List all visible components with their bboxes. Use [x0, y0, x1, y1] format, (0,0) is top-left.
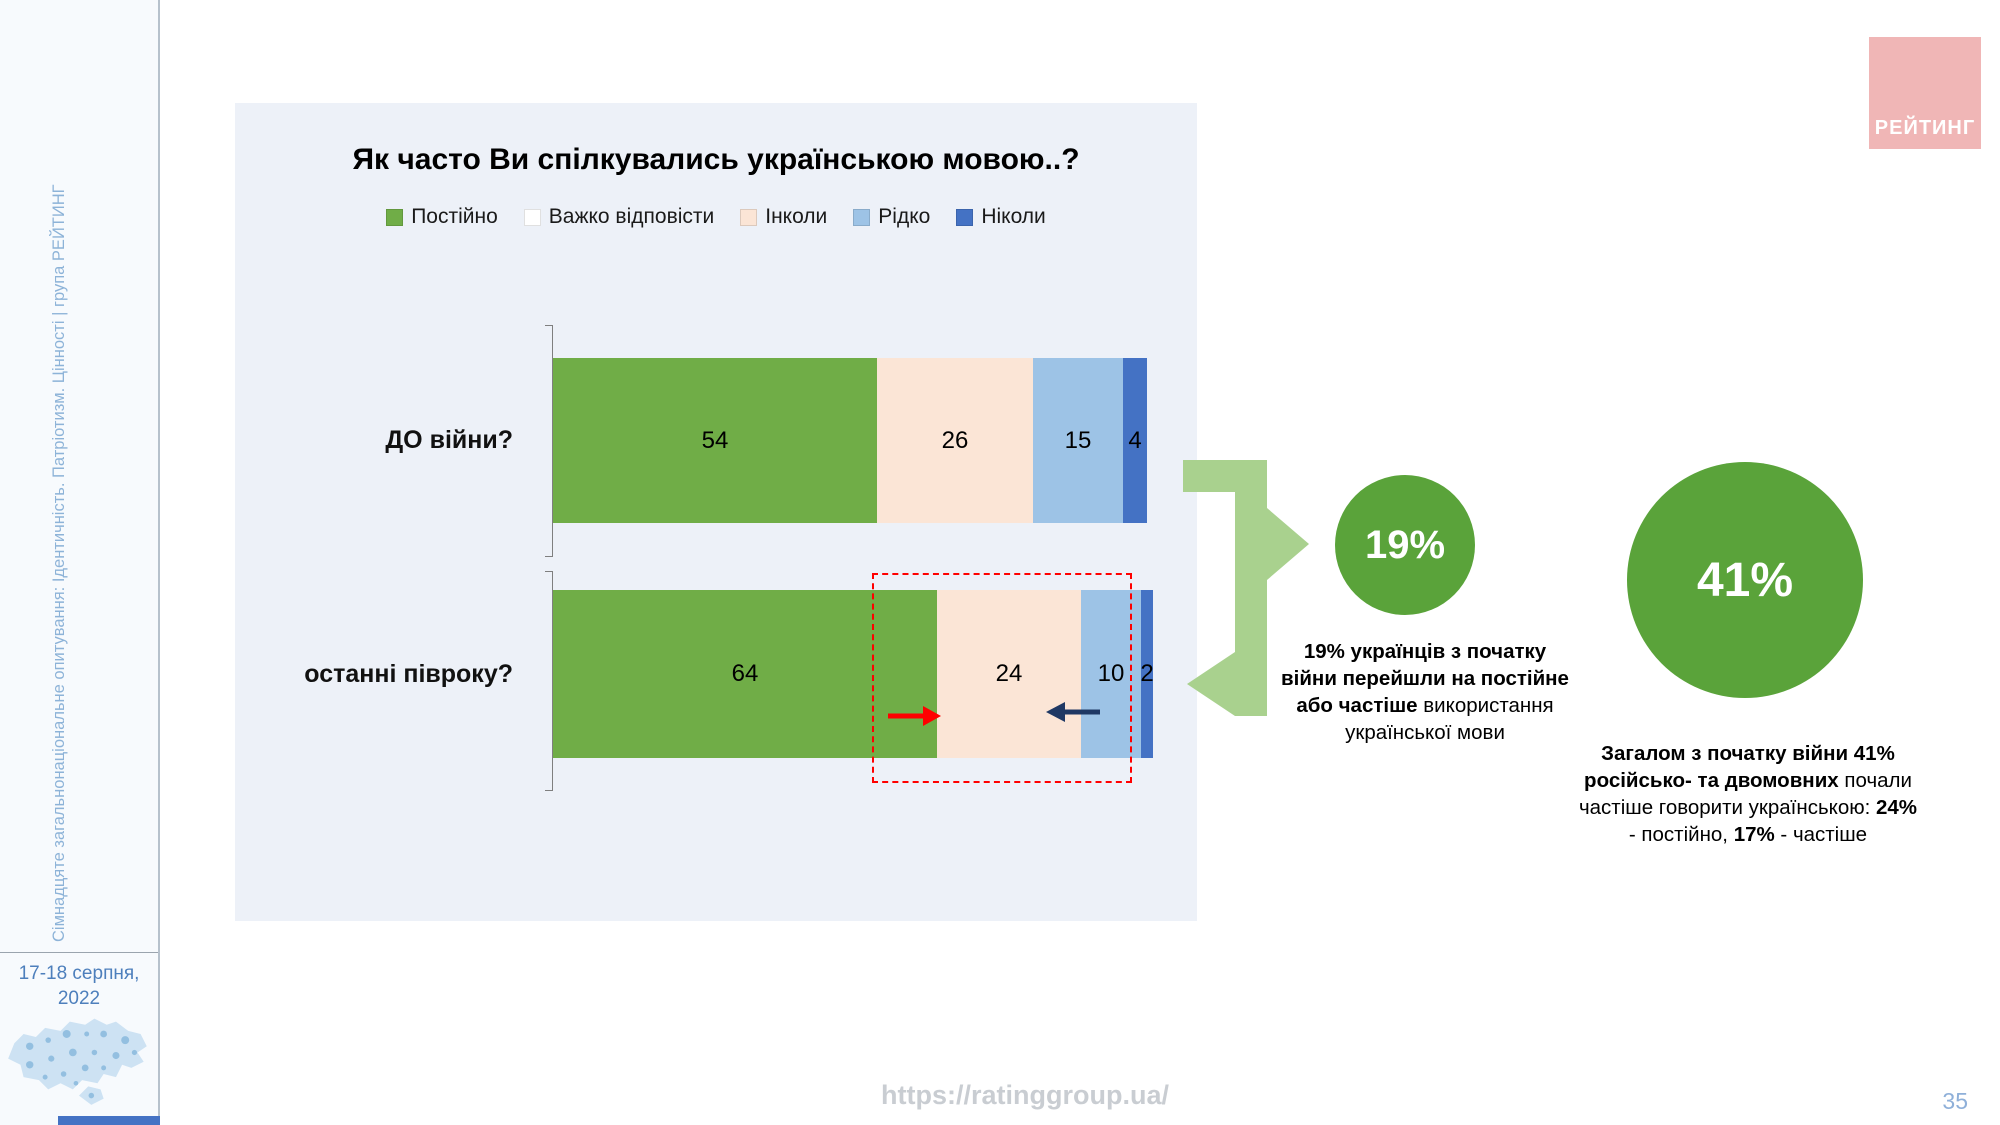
page-number: 35 [1942, 1088, 1968, 1114]
bar-segment-value: 24 [995, 660, 1023, 687]
rating-group-logo: РЕЙТИНГ [1869, 37, 1981, 149]
callout-19-text: 19% українців з початку війни перейшли н… [1278, 638, 1572, 746]
sidebar-bottom-strip [58, 1116, 160, 1125]
rating-group-logo-text: РЕЙТИНГ [1874, 117, 1976, 139]
legend-item: Ніколи [956, 205, 1046, 229]
flow-arrow-icon [1183, 460, 1309, 716]
axis-bracket [545, 571, 553, 791]
callout-41-normal3: - частіше [1774, 823, 1868, 847]
bar-segment-value: 4 [1128, 426, 1142, 454]
bar: 64 24 10 2 [553, 590, 1154, 758]
legend-label: Важко відповісти [548, 205, 715, 228]
survey-date: 17-18 серпня, 2022 [0, 962, 158, 1011]
bar-segment-value: 54 [701, 426, 729, 454]
stat-circle-41-value: 41% [1696, 553, 1794, 607]
navy-arrow-icon [1046, 702, 1100, 722]
callout-41-normal: почали частіше говорити українською: [1578, 769, 1912, 820]
legend-swatch-icon [956, 208, 974, 226]
legend-item: Важко відповісти [523, 205, 715, 229]
survey-date-line1: 17-18 серпня, [18, 963, 140, 984]
legend-label: Рідко [878, 205, 931, 228]
chart-panel: Як часто Ви спілкувались українською мов… [235, 103, 1197, 921]
footer-url-link[interactable]: https://ratinggroup.ua/ [881, 1080, 1169, 1110]
bar-segment-value: 10 [1097, 660, 1125, 687]
callout-19-bold: 19% українців з початку війни перейшли н… [1281, 640, 1569, 718]
legend-label: Постійно [411, 205, 498, 228]
bar-row-last-half-year: останні півроку? 64 24 10 2 [235, 590, 1197, 758]
callout-19-normal: використання української мови [1345, 694, 1554, 745]
bar-segment-value: 26 [941, 426, 969, 454]
sidebar-divider [0, 952, 158, 953]
legend-item: Постійно [386, 205, 498, 229]
bar: 54 26 15 4 [553, 358, 1147, 523]
bar-row-before-war: ДО війни? 54 26 15 4 [235, 358, 1197, 523]
legend-swatch-icon [386, 208, 404, 226]
chart-title: Як часто Ви спілкувались українською мов… [352, 143, 1080, 176]
category-label: ДО війни? [385, 426, 513, 454]
legend-item: Рідко [853, 205, 930, 229]
callout-41-normal2: - постійно, [1628, 823, 1734, 847]
callout-41-text: Загалом з початку війни 41% російсько- т… [1576, 740, 1920, 848]
bar-segment-value: 64 [731, 660, 759, 687]
survey-date-line2: 2022 [57, 987, 101, 1009]
stat-circle-19-value: 19% [1364, 522, 1446, 567]
bar-segment: 26 [877, 358, 1033, 523]
sidebar: Сімнадцяте загальнонаціональне опитуванн… [0, 0, 160, 1125]
legend-label: Ніколи [981, 205, 1046, 228]
bar-segment: 64 [553, 590, 937, 758]
stat-circle-19: 19% [1335, 475, 1475, 615]
legend-label: Інколи [765, 205, 828, 228]
bar-segment: 4 [1123, 358, 1147, 523]
legend-swatch-icon [740, 208, 758, 226]
legend: Постійно Важко відповісти Інколи Рідко Нікол… [235, 205, 1197, 229]
category-label: останні півроку? [304, 659, 513, 688]
bar-segment: 54 [553, 358, 877, 523]
bar-segment: 10 [1081, 590, 1141, 758]
legend-swatch-icon [523, 208, 541, 226]
stat-circle-41: 41% [1627, 462, 1863, 698]
legend-item: Інколи [740, 205, 827, 229]
bar-segment: 24 [937, 590, 1081, 758]
bar-segment-value: 2 [1140, 660, 1154, 687]
bar-segment: 15 [1033, 358, 1123, 523]
ukraine-map-icon [8, 1018, 147, 1105]
callout-41-bold: Загалом з початку війни 41% російсько- т… [1584, 742, 1895, 793]
callout-41-pct-constant: 24% [1876, 796, 1918, 820]
legend-swatch-icon [853, 208, 871, 226]
bar-segment: 2 [1140, 590, 1154, 758]
red-arrow-icon [888, 706, 941, 726]
axis-bracket [545, 325, 553, 557]
bar-segment-value: 15 [1064, 426, 1092, 454]
callout-41-pct-more-often: 17% [1733, 823, 1775, 847]
sidebar-vertical-title: Сімнадцяте загальнонаціональне опитуванн… [50, 184, 68, 942]
